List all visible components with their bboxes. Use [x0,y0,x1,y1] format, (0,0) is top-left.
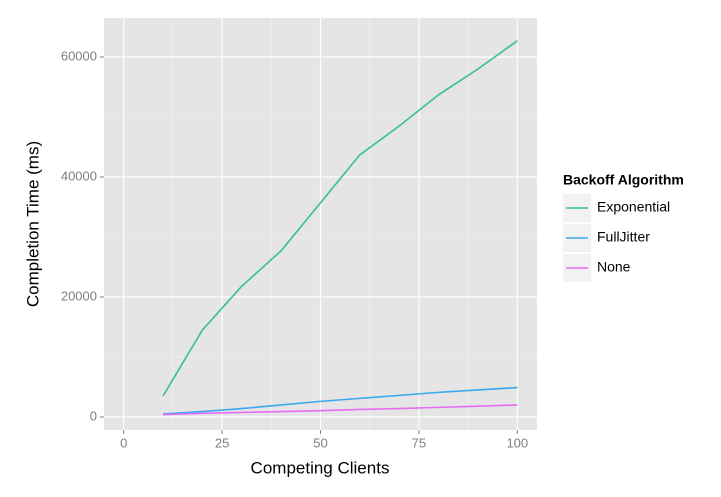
y-axis-title: Completion Time (ms) [23,141,42,307]
legend-label: None [597,259,631,275]
y-tick-label: 20000 [61,288,97,303]
legend-label: FullJitter [597,229,650,245]
y-tick-label: 60000 [61,48,97,63]
y-tick-label: 40000 [61,168,97,183]
x-tick-label: 0 [120,435,127,450]
series-line [162,386,518,415]
legend-label: Exponential [597,199,670,215]
x-tick-label: 75 [412,435,426,450]
y-tick-label: 0 [90,408,97,423]
x-tick-label: 50 [313,435,327,450]
x-tick-label: 100 [506,435,528,450]
series-line [162,40,518,397]
x-tick-label: 25 [215,435,229,450]
legend-title: Backoff Algorithm [563,172,684,188]
x-axis-title: Competing Clients [251,458,390,477]
series-line [163,404,518,416]
